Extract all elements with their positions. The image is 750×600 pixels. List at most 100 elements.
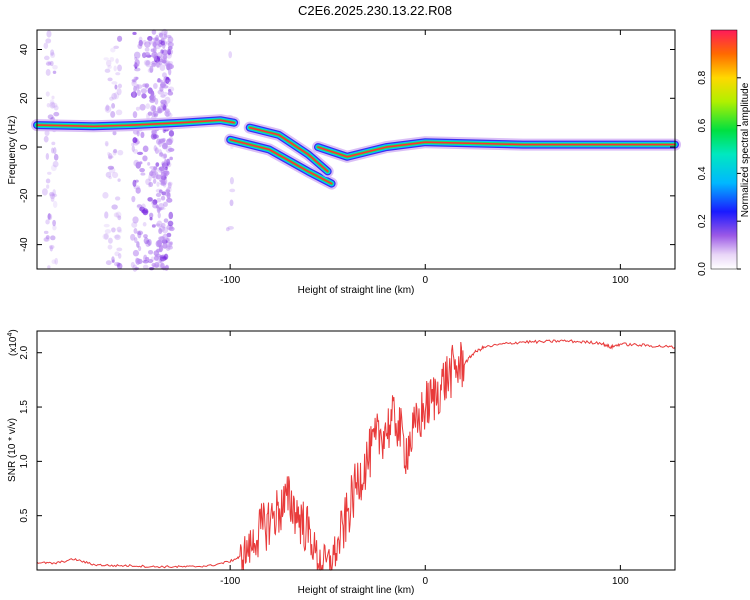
spectrogram-noise-speck — [54, 257, 59, 265]
spectrogram-frame — [36, 29, 676, 270]
y-tick-label: -40 — [19, 237, 30, 252]
spectrogram-noise-speck — [132, 31, 137, 36]
spectrogram-noise-speck — [156, 220, 163, 228]
colorbar-gradient — [710, 29, 738, 270]
spectrogram-noise-speck — [154, 147, 159, 154]
spectrogram-noise-speck — [169, 156, 173, 161]
spectrogram-noise-speck — [111, 256, 115, 263]
snr-panel: -100 0 100 0.5 1.0 1.5 2.0 (x104) Height of s… — [7, 329, 676, 596]
spectrogram-noise-speck — [157, 212, 161, 219]
spectrogram-noise-speck — [109, 56, 115, 62]
spectrogram-noise-speck — [156, 248, 162, 253]
spectrogram-noise-speck — [168, 241, 173, 246]
spectrogram-noise-speck — [52, 225, 57, 231]
spectrogram-noise-speck — [44, 237, 51, 242]
spectrogram-noise-speck — [229, 177, 234, 185]
spectrogram-noise-speck — [140, 88, 147, 94]
spectrogram-noise-speck — [111, 227, 116, 233]
spectrogram-noise-speck — [103, 223, 110, 228]
spectrogram-noise-speck — [47, 265, 51, 269]
spectrogram-noise-speck — [141, 203, 146, 210]
spectrogram-noise-speck — [144, 256, 150, 261]
spectrogram-noise-speck — [149, 95, 156, 102]
spectrogram-noise-speck — [117, 262, 123, 270]
spectrogram-noise-speck — [151, 224, 156, 228]
spectrogram-noise-speck — [44, 129, 50, 137]
spectrogram-noise-speck — [139, 103, 146, 111]
spectrogram-noise-speck — [159, 255, 165, 259]
spectrogram-noise-speck — [141, 209, 148, 214]
spectrogram-noise-speck — [147, 68, 154, 73]
spectrogram-noise-speck — [108, 175, 112, 180]
spectrogram-noise-speck — [52, 64, 58, 70]
spectrogram-noise-speck — [117, 215, 122, 221]
spectrogram-noise-speck — [116, 262, 121, 267]
spectrogram-noise-speck — [45, 61, 52, 66]
y-tick-label: 0.5 — [19, 508, 30, 522]
spectrogram-noise-speck — [153, 255, 159, 261]
spectrogram-noise-speck — [160, 53, 167, 61]
spectrogram-noise-speck — [155, 188, 163, 193]
spectrogram-noise-speck — [167, 91, 174, 96]
spectrogram-noise-speck — [104, 140, 109, 147]
spectrogram-noise-speck — [136, 129, 140, 137]
spectrogram-noise-speck — [133, 85, 137, 93]
spectrogram-x-ticks: -100 0 100 — [220, 30, 629, 286]
spectrogram-noise-speck — [167, 112, 173, 118]
spectrogram-noise-speck — [130, 261, 135, 268]
spectrogram-noise-speck — [138, 36, 143, 42]
spectrogram-noise-speck — [167, 245, 173, 250]
spectrogram-noise-speck — [104, 68, 111, 73]
spectrogram-noise-speck — [159, 207, 166, 211]
spectrogram-noise-speck — [168, 136, 174, 144]
spectrogram-noise-speck — [165, 243, 171, 251]
x-tick-label: 0 — [422, 576, 428, 587]
spectrogram-noise-speck — [136, 151, 144, 155]
spectrogram-noise-speck — [158, 32, 164, 38]
spectrogram-noise-speck — [166, 158, 171, 166]
spectrogram-noise-speck — [104, 211, 109, 219]
y-tick-label: -20 — [19, 188, 30, 203]
spectrogram-noise-speck — [43, 230, 49, 234]
spectrogram-noise-speck — [155, 34, 160, 42]
spectrogram-noise-speck — [131, 195, 136, 203]
spectrogram-noise-speck — [150, 94, 156, 98]
snr-y-label: SNR (10 * v/v) — [7, 418, 18, 482]
spectrogram-noise-speck — [169, 226, 174, 230]
spectrogram-noise-speck — [133, 237, 138, 244]
spectrogram-noise-speck — [141, 92, 147, 99]
spectrogram-noise-speck — [53, 111, 60, 117]
spectrogram-noise-speck — [164, 237, 171, 242]
spectrogram-noise-speck — [228, 51, 233, 59]
spectrogram-noise-speck — [162, 177, 168, 185]
spectrogram-noise-speck — [150, 109, 154, 114]
spectrogram-noise-speck — [166, 232, 172, 238]
spectrogram-noise-speck — [140, 131, 145, 139]
snr-frame — [36, 330, 676, 571]
spectrogram-noise-speck — [149, 65, 154, 73]
spectrogram-noise-speck — [110, 47, 116, 53]
spectrogram-noise-speck — [229, 188, 236, 193]
spectrogram-noise-speck — [142, 222, 147, 227]
spectrogram-noise-speck — [164, 110, 171, 117]
spectrogram-noise-speck — [166, 138, 173, 146]
snr-series-line — [36, 339, 676, 571]
spectrogram-noise-speck — [145, 60, 150, 66]
spectrogram-noise-speck — [45, 91, 50, 97]
spectrogram-noise-speck — [162, 242, 168, 249]
snr-series — [36, 339, 676, 571]
spectrogram-noise-speck — [53, 147, 57, 155]
spectrogram-noise-speck — [46, 184, 50, 189]
spectrogram-noise-speck — [43, 42, 49, 49]
spectrogram-noise-speck — [162, 256, 167, 260]
spectrogram-noise-speck — [160, 195, 166, 201]
spectrogram-ridge-branch — [248, 126, 329, 173]
spectrogram-noise-speck — [154, 97, 159, 105]
spectrogram-noise-speck — [107, 65, 112, 69]
spectrogram-noise-speck — [105, 59, 112, 67]
spectrogram-noise-speck — [160, 40, 166, 46]
spectrogram-noise-speck — [159, 225, 166, 232]
spectrogram-noise-speck — [144, 47, 150, 52]
spectrogram-noise-speck — [161, 72, 167, 78]
